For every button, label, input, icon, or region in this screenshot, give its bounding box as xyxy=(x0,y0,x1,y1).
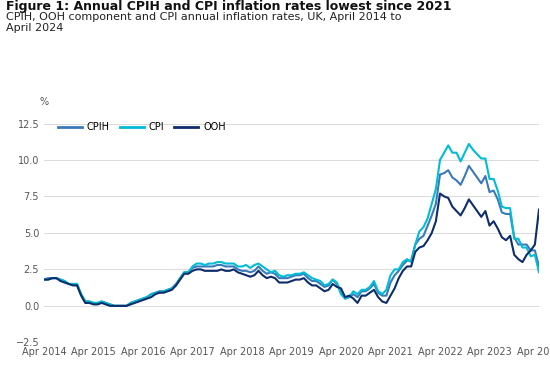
CPI xyxy=(161,289,167,294)
Line: OOH: OOH xyxy=(44,194,539,306)
CPI xyxy=(536,270,542,275)
CPIH xyxy=(255,264,262,269)
CPI xyxy=(354,292,361,296)
CPIH xyxy=(354,295,361,300)
OOH xyxy=(90,302,97,307)
Line: CPIH: CPIH xyxy=(44,166,539,306)
CPIH xyxy=(465,163,472,168)
Line: CPI: CPI xyxy=(44,144,539,306)
CPI xyxy=(90,301,97,305)
OOH xyxy=(255,268,262,273)
CPI xyxy=(465,142,472,146)
OOH xyxy=(354,301,361,305)
CPIH xyxy=(511,235,518,240)
CPIH xyxy=(161,289,167,294)
OOH xyxy=(511,252,518,257)
Text: Figure 1: Annual CPIH and CPI inflation rates lowest since 2021: Figure 1: Annual CPIH and CPI inflation … xyxy=(6,0,451,13)
CPI xyxy=(511,237,518,241)
CPIH xyxy=(90,301,97,305)
Text: CPIH, OOH component and CPI annual inflation rates, UK, April 2014 to
April 2024: CPIH, OOH component and CPI annual infla… xyxy=(6,12,401,33)
CPIH xyxy=(111,303,118,308)
OOH xyxy=(536,207,542,212)
CPI xyxy=(379,292,386,296)
OOH xyxy=(437,191,443,196)
OOH xyxy=(41,277,47,282)
Legend: CPIH, CPI, OOH: CPIH, CPI, OOH xyxy=(54,118,230,136)
OOH xyxy=(161,290,167,295)
OOH xyxy=(107,303,113,308)
OOH xyxy=(379,299,386,304)
CPI xyxy=(255,261,262,266)
CPIH xyxy=(379,293,386,298)
CPI xyxy=(111,303,118,308)
CPI xyxy=(41,277,47,282)
CPIH xyxy=(536,264,542,269)
CPIH xyxy=(41,277,47,282)
Text: %: % xyxy=(39,96,48,107)
